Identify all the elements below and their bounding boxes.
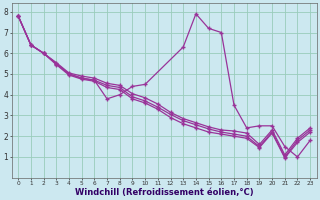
X-axis label: Windchill (Refroidissement éolien,°C): Windchill (Refroidissement éolien,°C) [75,188,253,197]
